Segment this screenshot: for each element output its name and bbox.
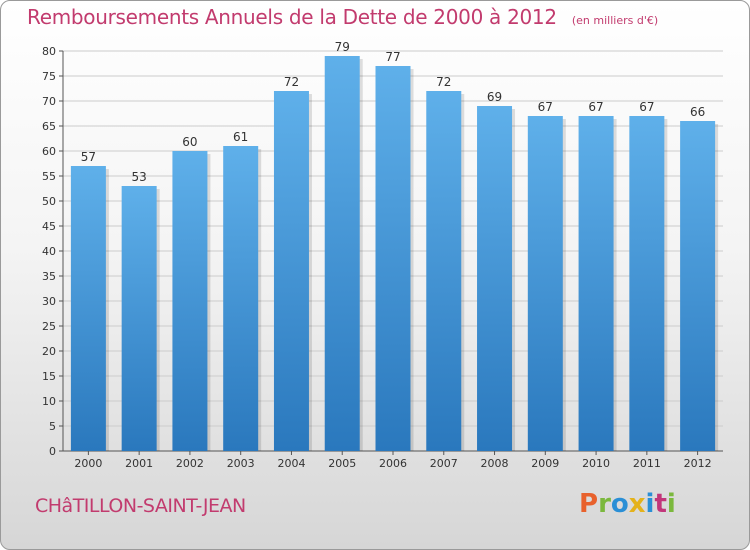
- y-tick-label: 70: [42, 95, 56, 108]
- bar-2000: [70, 166, 106, 451]
- chart-title-row: Remboursements Annuels de la Dette de 20…: [27, 5, 658, 29]
- bar-2008: [477, 106, 513, 451]
- x-tick-label-2001: 2001: [125, 457, 153, 470]
- logo-letter: i: [645, 489, 655, 519]
- bar-2009: [527, 116, 563, 451]
- y-tick-label: 80: [42, 45, 56, 58]
- x-tick-label-2002: 2002: [176, 457, 204, 470]
- y-tick-label: 55: [42, 170, 56, 183]
- x-tick-label-2005: 2005: [328, 457, 356, 470]
- bars: [70, 56, 719, 451]
- x-tick-label-2010: 2010: [582, 457, 610, 470]
- x-tick-label-2003: 2003: [227, 457, 255, 470]
- x-tick-label-2000: 2000: [74, 457, 102, 470]
- logo-letter: i: [666, 489, 676, 519]
- chart-title: Remboursements Annuels de la Dette de 20…: [27, 5, 557, 29]
- logo-letter: r: [598, 489, 611, 519]
- logo-letter: o: [610, 489, 629, 519]
- bar-2003: [223, 146, 259, 451]
- data-label-2011: 67: [639, 100, 654, 114]
- y-tick-label: 20: [42, 345, 56, 358]
- data-label-2006: 77: [385, 50, 400, 64]
- x-tick-label-2007: 2007: [430, 457, 458, 470]
- bar-2006: [375, 66, 411, 451]
- bar-2005: [324, 56, 360, 451]
- data-label-2001: 53: [132, 170, 147, 184]
- x-tick-label-2012: 2012: [684, 457, 712, 470]
- bar-2011: [629, 116, 665, 451]
- x-tick-labels: 2000 2001 2002 2003 2004 2005 2006 2007 2008 2009…: [74, 457, 711, 470]
- data-label-2009: 67: [538, 100, 553, 114]
- y-tick-label: 75: [42, 70, 56, 83]
- x-tick-label-2006: 2006: [379, 457, 407, 470]
- data-label-2002: 60: [182, 135, 197, 149]
- y-tick-label: 10: [42, 395, 56, 408]
- proxiti-logo[interactable]: Proxiti: [579, 489, 676, 519]
- y-tick-label: 60: [42, 145, 56, 158]
- y-tick-labels: 0 5 10 15 20 25 30 35 40 45 50 55 60 65 70 75 80: [42, 45, 56, 458]
- data-label-2007: 72: [436, 75, 451, 89]
- data-label-2005: 79: [335, 40, 350, 54]
- y-tick-label: 45: [42, 220, 56, 233]
- bar-2007: [426, 91, 462, 451]
- y-tick-label: 35: [42, 270, 56, 283]
- bar-2012: [680, 121, 716, 451]
- data-label-2000: 57: [81, 150, 96, 164]
- x-tick-label-2008: 2008: [481, 457, 509, 470]
- data-labels: 57 53 60 61 72 79 77 72 69 67 67 67 66: [81, 40, 706, 184]
- x-tick-label-2004: 2004: [277, 457, 305, 470]
- y-tick-label: 65: [42, 120, 56, 133]
- bar-2010: [578, 116, 614, 451]
- chart-unit: (en milliers d'€): [571, 14, 659, 27]
- y-tick-label: 15: [42, 370, 56, 383]
- x-tick-label-2009: 2009: [531, 457, 559, 470]
- bar-2002: [172, 151, 208, 451]
- bar-2004: [273, 91, 309, 451]
- x-tick-label-2011: 2011: [633, 457, 661, 470]
- y-tick-label: 30: [42, 295, 56, 308]
- logo-letter: x: [628, 489, 646, 519]
- y-tick-label: 5: [49, 420, 56, 433]
- y-tick-label: 50: [42, 195, 56, 208]
- logo-letter: t: [654, 489, 667, 519]
- y-tick-label: 40: [42, 245, 56, 258]
- data-label-2004: 72: [284, 75, 299, 89]
- logo-letter: P: [579, 489, 599, 519]
- y-tick-label: 25: [42, 320, 56, 333]
- commune-name: CHâTILLON-SAINT-JEAN: [35, 495, 246, 517]
- data-label-2012: 66: [690, 105, 705, 119]
- bar-2001: [121, 186, 157, 451]
- data-label-2008: 69: [487, 90, 502, 104]
- data-label-2010: 67: [588, 100, 603, 114]
- data-label-2003: 61: [233, 130, 248, 144]
- y-tick-label: 0: [49, 445, 56, 458]
